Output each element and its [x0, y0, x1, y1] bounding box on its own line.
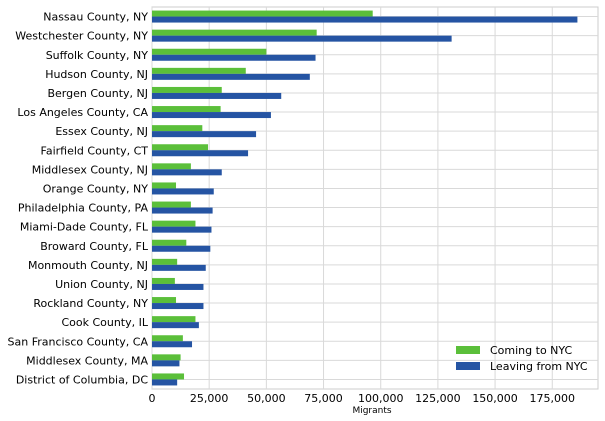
- category-label: Suffolk County, NY: [46, 49, 149, 62]
- bar-leaving-from-nyc: [152, 150, 249, 157]
- bar-leaving-from-nyc: [152, 188, 214, 195]
- category-label: Nassau County, NY: [43, 11, 148, 24]
- bar-coming-to-nyc: [152, 335, 183, 342]
- bar-coming-to-nyc: [152, 10, 373, 17]
- bar-leaving-from-nyc: [152, 112, 271, 119]
- x-tick-label: 125,000: [415, 392, 461, 405]
- category-label: San Francisco County, CA: [8, 335, 149, 348]
- bars: [152, 10, 578, 386]
- category-label: Los Angeles County, CA: [17, 106, 148, 119]
- category-label: Philadelphia County, PA: [18, 202, 149, 215]
- category-label: Middlesex County, NJ: [32, 163, 148, 176]
- bar-leaving-from-nyc: [152, 169, 222, 176]
- bar-leaving-from-nyc: [152, 16, 578, 23]
- x-tick-label: 100,000: [358, 392, 404, 405]
- bar-leaving-from-nyc: [152, 322, 199, 329]
- category-label: Fairfield County, CT: [41, 144, 149, 157]
- bar-coming-to-nyc: [152, 182, 177, 189]
- bar-coming-to-nyc: [152, 163, 191, 170]
- bar-coming-to-nyc: [152, 106, 221, 113]
- x-tick-label: 75,000: [304, 392, 343, 405]
- category-label: Cook County, IL: [61, 316, 148, 329]
- bar-leaving-from-nyc: [152, 226, 212, 233]
- category-label: Monmouth County, NJ: [28, 259, 148, 272]
- category-label: Rockland County, NY: [33, 297, 148, 310]
- bar-coming-to-nyc: [152, 277, 175, 284]
- legend: Coming to NYC Leaving from NYC: [456, 344, 588, 373]
- bar-coming-to-nyc: [152, 67, 246, 74]
- bar-leaving-from-nyc: [152, 360, 180, 367]
- bar-coming-to-nyc: [152, 258, 178, 265]
- bar-leaving-from-nyc: [152, 283, 204, 290]
- bar-leaving-from-nyc: [152, 73, 310, 80]
- category-label: Orange County, NY: [43, 182, 149, 195]
- bar-coming-to-nyc: [152, 354, 181, 361]
- bar-leaving-from-nyc: [152, 264, 206, 271]
- bar-coming-to-nyc: [152, 316, 196, 323]
- bar-coming-to-nyc: [152, 144, 209, 151]
- bar-leaving-from-nyc: [152, 341, 193, 348]
- bar-coming-to-nyc: [152, 86, 222, 93]
- x-tick-label: 175,000: [530, 392, 576, 405]
- bar-coming-to-nyc: [152, 201, 191, 208]
- legend-label-coming: Coming to NYC: [490, 344, 573, 357]
- bar-leaving-from-nyc: [152, 245, 211, 252]
- bar-coming-to-nyc: [152, 297, 177, 304]
- category-label: Union County, NJ: [55, 278, 148, 291]
- bar-leaving-from-nyc: [152, 54, 316, 61]
- legend-swatch-leaving: [456, 362, 480, 370]
- x-tick-label: 0: [149, 392, 156, 405]
- category-labels: Nassau County, NY Westchester County, NY S…: [8, 11, 149, 387]
- x-axis-ticks: 0 25,000 50,000 75,000 100,000 125,000 150,000…: [149, 392, 576, 405]
- bar-leaving-from-nyc: [152, 379, 178, 386]
- bar-coming-to-nyc: [152, 373, 185, 380]
- x-axis-title: Migrants: [352, 406, 391, 416]
- bar-leaving-from-nyc: [152, 207, 213, 214]
- x-tick-label: 25,000: [190, 392, 229, 405]
- category-label: Bergen County, NJ: [47, 87, 148, 100]
- category-label: Middlesex County, MA: [26, 354, 148, 367]
- category-label: Broward County, FL: [40, 240, 149, 253]
- bar-coming-to-nyc: [152, 220, 196, 227]
- bar-leaving-from-nyc: [152, 303, 204, 310]
- category-label: Westchester County, NY: [15, 30, 148, 43]
- category-label: District of Columbia, DC: [16, 373, 149, 386]
- bar-coming-to-nyc: [152, 48, 267, 55]
- legend-label-leaving: Leaving from NYC: [490, 360, 588, 373]
- bar-leaving-from-nyc: [152, 35, 452, 42]
- plot-frame: [151, 6, 599, 390]
- bar-leaving-from-nyc: [152, 92, 282, 99]
- bar-leaving-from-nyc: [152, 131, 257, 138]
- category-label: Essex County, NJ: [55, 125, 148, 138]
- category-label: Hudson County, NJ: [45, 68, 148, 81]
- x-tick-label: 50,000: [247, 392, 286, 405]
- bar-coming-to-nyc: [152, 125, 203, 132]
- bar-coming-to-nyc: [152, 239, 187, 246]
- category-label: Miami-Dade County, FL: [20, 221, 149, 234]
- bar-coming-to-nyc: [152, 29, 317, 36]
- x-tick-label: 150,000: [472, 392, 518, 405]
- grid: [151, 6, 599, 390]
- legend-swatch-coming: [456, 346, 480, 354]
